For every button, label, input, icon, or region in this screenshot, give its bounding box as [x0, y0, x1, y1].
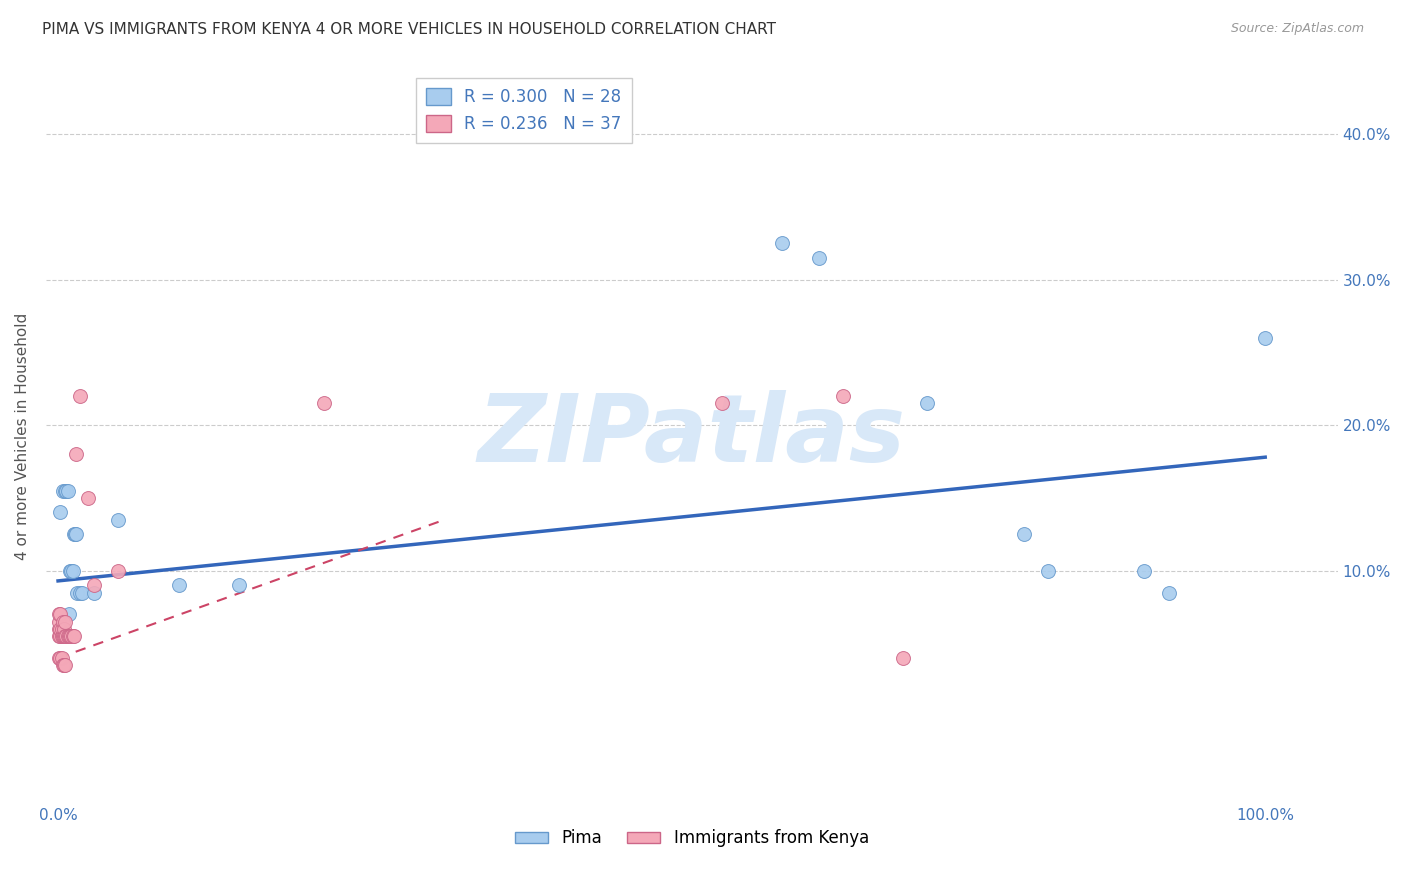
Point	[48, 607, 70, 622]
Point	[70, 585, 93, 599]
Point	[77, 491, 100, 505]
Point	[69, 389, 91, 403]
Point	[49, 651, 72, 665]
Point	[56, 483, 79, 498]
Point	[62, 629, 84, 643]
Point	[59, 564, 82, 578]
Point	[1157, 585, 1180, 599]
Point	[891, 651, 914, 665]
Point	[48, 651, 70, 665]
Point	[807, 251, 830, 265]
Point	[51, 651, 73, 665]
Point	[53, 658, 76, 673]
Point	[48, 622, 70, 636]
Point	[53, 483, 76, 498]
Point	[69, 585, 91, 599]
Point	[59, 629, 82, 643]
Point	[62, 527, 84, 541]
Point	[48, 615, 70, 629]
Point	[66, 585, 89, 599]
Point	[49, 622, 72, 636]
Point	[53, 629, 76, 643]
Point	[65, 447, 87, 461]
Point	[1036, 564, 1059, 578]
Point	[52, 629, 75, 643]
Point	[49, 629, 72, 643]
Point	[53, 615, 76, 629]
Point	[53, 622, 76, 636]
Text: Source: ZipAtlas.com: Source: ZipAtlas.com	[1230, 22, 1364, 36]
Point	[52, 483, 75, 498]
Point	[48, 629, 70, 643]
Point	[49, 607, 72, 622]
Legend: R = 0.300   N = 28, R = 0.236   N = 37: R = 0.300 N = 28, R = 0.236 N = 37	[416, 78, 631, 143]
Point	[1254, 331, 1277, 345]
Point	[312, 396, 335, 410]
Text: ZIPatlas: ZIPatlas	[478, 390, 905, 482]
Point	[1133, 564, 1156, 578]
Point	[58, 607, 80, 622]
Point	[107, 513, 129, 527]
Point	[65, 527, 87, 541]
Point	[51, 629, 73, 643]
Point	[63, 527, 86, 541]
Point	[1012, 527, 1035, 541]
Point	[107, 564, 129, 578]
Point	[770, 236, 793, 251]
Point	[56, 629, 79, 643]
Point	[52, 658, 75, 673]
Point	[711, 396, 734, 410]
Point	[55, 629, 77, 643]
Text: PIMA VS IMMIGRANTS FROM KENYA 4 OR MORE VEHICLES IN HOUSEHOLD CORRELATION CHART: PIMA VS IMMIGRANTS FROM KENYA 4 OR MORE …	[42, 22, 776, 37]
Point	[167, 578, 190, 592]
Point	[55, 483, 77, 498]
Point	[62, 629, 84, 643]
Point	[51, 622, 73, 636]
Point	[915, 396, 938, 410]
Point	[228, 578, 250, 592]
Point	[831, 389, 853, 403]
Point	[53, 658, 76, 673]
Point	[60, 629, 83, 643]
Point	[60, 564, 83, 578]
Point	[62, 564, 84, 578]
Point	[49, 506, 72, 520]
Point	[58, 629, 80, 643]
Point	[83, 585, 105, 599]
Point	[53, 629, 76, 643]
Point	[52, 615, 75, 629]
Y-axis label: 4 or more Vehicles in Household: 4 or more Vehicles in Household	[15, 312, 30, 559]
Point	[83, 578, 105, 592]
